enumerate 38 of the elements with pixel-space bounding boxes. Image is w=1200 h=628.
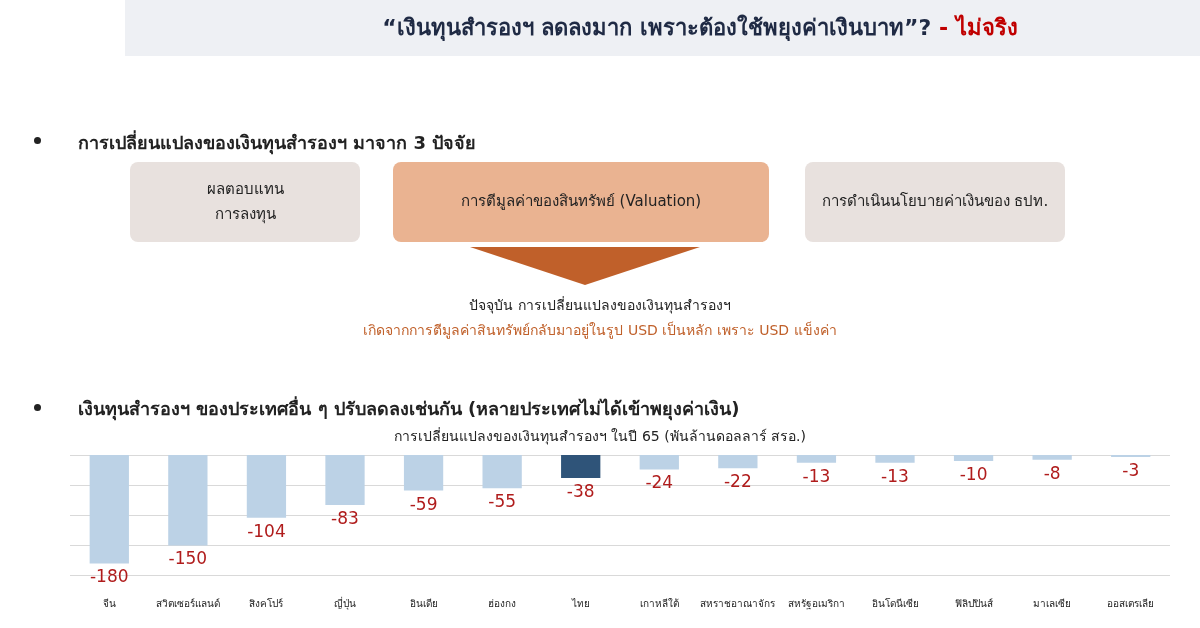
data-label: -180 (89, 566, 129, 587)
x-tick-label: ฮ่องกง (488, 598, 517, 609)
x-tick-label: สหราชอาณาจักร (700, 598, 777, 609)
text: การตีมูลค่าของสินทรัพย์ (Valuation) (393, 162, 769, 242)
x-tick-label: จีน (102, 598, 116, 609)
text: - ไม่จริง (937, 15, 1018, 40)
chart-title: การเปลี่ยนแปลงของเงินทุนสำรองฯ ในปี 65 (พันล้านดอลลาร์ สรอ.) (394, 426, 806, 445)
text: “เงินทุนสำรองฯ ลดลงมาก เพราะต้องใช้พยุงค่าเงินบาท”? (382, 15, 932, 40)
x-tick-label: มาเลเซีย (1033, 598, 1072, 609)
x-tick-label: สหรัฐอเมริกา (787, 598, 845, 610)
x-tick-label: สวิตเซอร์แลนด์ (155, 598, 220, 609)
data-label: -8 (1043, 462, 1061, 483)
data-label: -13 (881, 465, 909, 486)
data-label: -13 (802, 465, 831, 486)
x-tick-label: สิงคโปร์ (249, 597, 285, 609)
text: เงินทุนสำรองฯ ของประเทศอื่น ๆ ปรับลดลงเช่นกัน (หลายประเทศไม่ได้เข้าพยุงค่าเงิน) (78, 395, 740, 423)
data-label: -59 (409, 493, 438, 514)
data-label: -55 (488, 491, 517, 512)
data-label: -24 (645, 472, 674, 493)
text: การดำเนินนโยบายค่าเงินของ ธปท. (805, 162, 1065, 242)
text: เกิดจากการตีมูลค่าสินทรัพย์กลับมาอยู่ในรูป USD เป็นหลัก เพราะ USD แข็งค่า (362, 320, 838, 341)
x-tick-label: เกาหลีใต้ (639, 598, 679, 609)
x-tick-label: ออสเตรเลีย (1107, 598, 1155, 609)
x-tick-label: อินเดีย (409, 598, 438, 609)
data-label: -3 (1122, 460, 1140, 480)
data-label: -10 (959, 464, 988, 485)
x-tick-label: ไทย (570, 598, 590, 609)
x-tick-label: อินโดนีเซีย (871, 597, 919, 609)
x-tick-label: ฟิลิปปินส์ (954, 598, 993, 609)
data-label: -22 (723, 471, 752, 492)
data-label: -104 (247, 520, 286, 541)
text: การเปลี่ยนแปลงของเงินทุนสำรองฯ มาจาก 3 ปัจจัย (78, 129, 477, 157)
data-label: -38 (566, 480, 595, 501)
text: ปัจจุบัน การเปลี่ยนแปลงของเงินทุนสำรองฯ (468, 295, 732, 316)
data-label: -150 (168, 548, 208, 569)
data-label: -83 (331, 508, 359, 529)
x-tick-label: ญี่ปุ่น (334, 596, 356, 610)
text: ผลตอบแทน การลงทุน (130, 162, 360, 242)
